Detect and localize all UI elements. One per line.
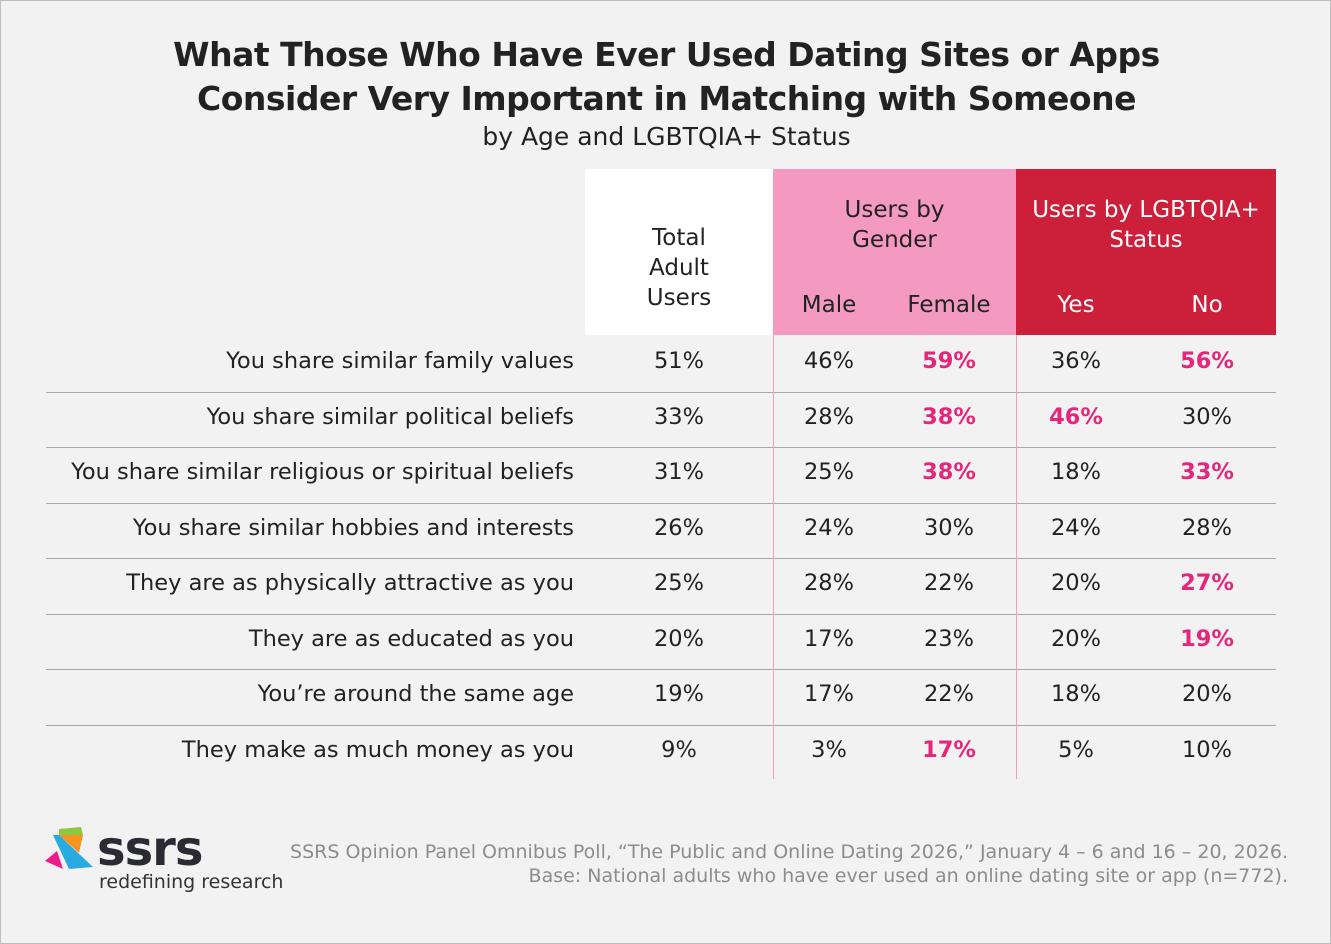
header-total-label: Total Adult Users bbox=[646, 225, 712, 311]
value-cell: 28% bbox=[803, 403, 854, 430]
value-cell: 20% bbox=[1181, 681, 1232, 707]
row-label: They make as much money as you bbox=[181, 736, 574, 763]
value-cell: 51% bbox=[653, 348, 704, 374]
value-cell: 22% bbox=[923, 570, 974, 596]
source-note: SSRS Opinion Panel Omnibus Poll, “The Pu… bbox=[290, 841, 1288, 863]
value-cell: 30% bbox=[923, 514, 974, 541]
row-label: They are as educated as you bbox=[248, 625, 574, 652]
header-lgbtqia: Users by LGBTQIA+ Status Yes No bbox=[1016, 169, 1276, 335]
chart-subtitle: by Age and LGBTQIA+ Status bbox=[482, 122, 851, 151]
value-cell: 25% bbox=[653, 570, 704, 596]
chart-title-line-1: What Those Who Have Ever Used Dating Sit… bbox=[173, 35, 1160, 74]
value-cell: 33% bbox=[1180, 459, 1234, 485]
table-row: They are as physically attractive as you… bbox=[46, 558, 1276, 613]
value-cell: 33% bbox=[653, 403, 704, 430]
row-divider bbox=[46, 725, 1276, 726]
chart-title-line-2: Consider Very Important in Matching with… bbox=[197, 79, 1136, 118]
value-cell: 19% bbox=[1180, 625, 1234, 652]
table-row: They are as educated as you 20% 17% 23% 20% 1… bbox=[46, 614, 1276, 669]
value-cell: 27% bbox=[1180, 570, 1234, 596]
value-cell: 22% bbox=[923, 681, 974, 707]
header-gender-label: Users by Gender bbox=[844, 197, 945, 253]
value-cell: 46% bbox=[1049, 403, 1103, 430]
value-cell: 17% bbox=[922, 736, 976, 763]
value-cell: 24% bbox=[803, 514, 854, 541]
header-no: No bbox=[1191, 292, 1223, 318]
value-cell: 46% bbox=[803, 348, 854, 374]
header-gender: Users by Gender Male Female bbox=[773, 169, 1016, 335]
row-divider bbox=[46, 503, 1276, 504]
row-divider bbox=[46, 669, 1276, 670]
value-cell: 20% bbox=[1050, 570, 1101, 596]
logo-wordmark: ssrs bbox=[97, 821, 203, 877]
value-cell: 20% bbox=[1050, 625, 1101, 652]
table-row: You’re around the same age 19% 17% 22% 18% 20… bbox=[46, 669, 1276, 724]
header-female: Female bbox=[907, 292, 991, 318]
value-cell: 31% bbox=[653, 459, 704, 485]
table-row: You share similar religious or spiritual… bbox=[46, 447, 1276, 502]
row-divider bbox=[46, 614, 1276, 615]
value-cell: 10% bbox=[1181, 736, 1232, 763]
value-cell: 56% bbox=[1180, 348, 1234, 374]
value-cell: 17% bbox=[803, 681, 854, 707]
row-label: They are as physically attractive as you bbox=[126, 570, 574, 596]
row-label: You share similar religious or spiritual… bbox=[71, 459, 574, 485]
row-label: You share similar political beliefs bbox=[206, 403, 574, 430]
ssrs-logo-icon bbox=[45, 827, 93, 869]
row-divider bbox=[46, 447, 1276, 448]
value-cell: 18% bbox=[1050, 681, 1101, 707]
header-male: Male bbox=[801, 292, 857, 318]
value-cell: 5% bbox=[1058, 736, 1094, 763]
value-cell: 30% bbox=[1181, 403, 1232, 430]
divider-lgbtqia bbox=[1016, 335, 1017, 779]
value-cell: 59% bbox=[922, 348, 976, 374]
table-row: You share similar hobbies and interests 2… bbox=[46, 503, 1276, 558]
value-cell: 26% bbox=[653, 514, 704, 541]
base-note: Base: National adults who have ever used… bbox=[528, 865, 1288, 887]
value-cell: 38% bbox=[922, 403, 976, 430]
value-cell: 38% bbox=[922, 459, 976, 485]
value-cell: 28% bbox=[803, 570, 854, 596]
row-label: You share similar family values bbox=[226, 348, 574, 374]
value-cell: 36% bbox=[1050, 348, 1101, 374]
value-cell: 17% bbox=[803, 625, 854, 652]
header-yes: Yes bbox=[1057, 292, 1095, 318]
value-cell: 18% bbox=[1050, 459, 1101, 485]
value-cell: 9% bbox=[661, 736, 697, 763]
value-cell: 19% bbox=[653, 681, 704, 707]
value-cell: 23% bbox=[923, 625, 974, 652]
value-cell: 25% bbox=[803, 459, 854, 485]
table-row: You share similar family values 51% 46% 59%… bbox=[46, 336, 1276, 391]
divider-gender bbox=[773, 335, 774, 779]
header-lgbtqia-label: Users by LGBTQIA+ Status bbox=[1032, 197, 1260, 253]
row-divider bbox=[46, 392, 1276, 393]
table-row: They make as much money as you 9% 3% 17% 5% 1… bbox=[46, 725, 1276, 780]
value-cell: 28% bbox=[1181, 514, 1232, 541]
table-row: You share similar political beliefs 33% 28… bbox=[46, 392, 1276, 447]
value-cell: 24% bbox=[1050, 514, 1101, 541]
value-cell: 20% bbox=[653, 625, 704, 652]
header-total: Total Adult Users bbox=[585, 169, 773, 335]
value-cell: 3% bbox=[811, 736, 847, 763]
row-label: You’re around the same age bbox=[257, 681, 574, 707]
row-label: You share similar hobbies and interests bbox=[132, 514, 574, 541]
logo-tagline: redefining research bbox=[99, 871, 284, 893]
row-divider bbox=[46, 558, 1276, 559]
